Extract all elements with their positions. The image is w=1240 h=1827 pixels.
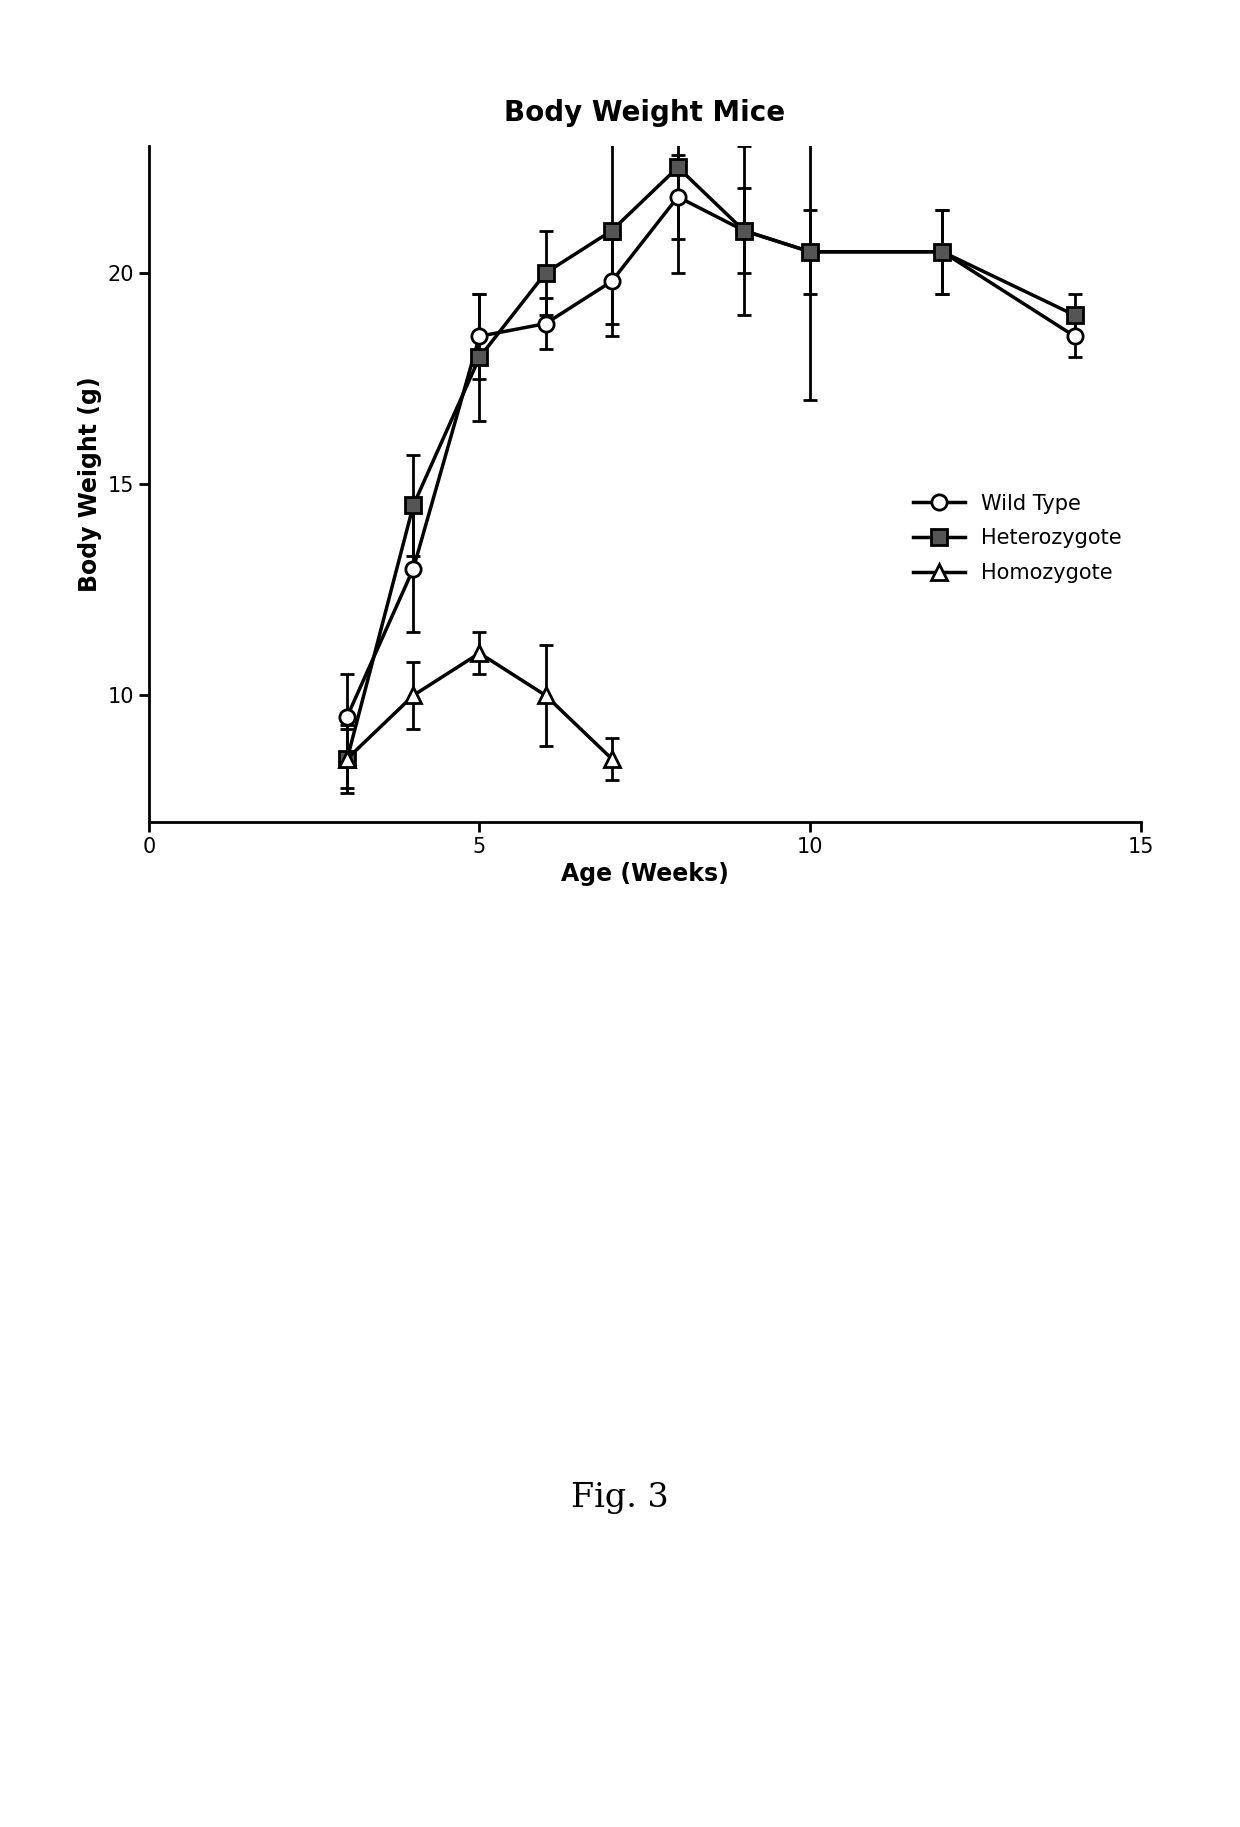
Text: Fig. 3: Fig. 3 [572,1482,668,1515]
Legend: Wild Type, Heterozygote, Homozygote: Wild Type, Heterozygote, Homozygote [904,486,1131,592]
Y-axis label: Body Weight (g): Body Weight (g) [78,376,102,592]
Title: Body Weight Mice: Body Weight Mice [505,99,785,128]
X-axis label: Age (Weeks): Age (Weeks) [560,862,729,886]
